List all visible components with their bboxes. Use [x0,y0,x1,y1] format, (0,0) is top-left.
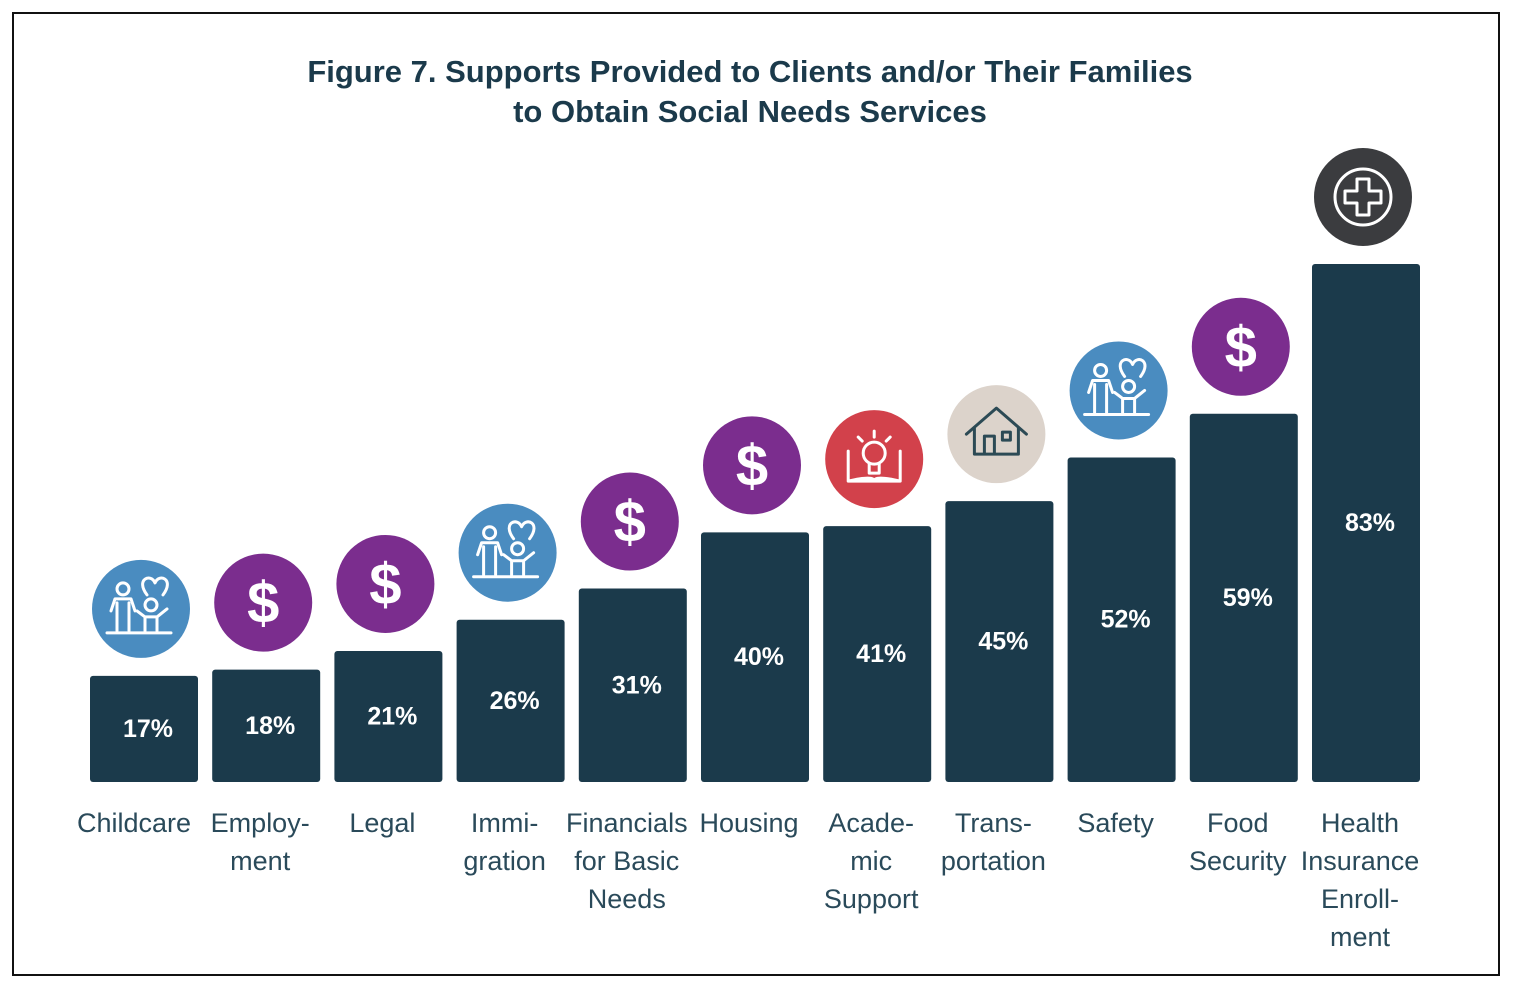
value-label: 83% [1345,509,1395,537]
dollar-icon: $ [580,472,679,571]
category-label-line: gration [463,846,546,876]
category-label: Health Insurance Enroll-ment [1301,808,1420,952]
bar [701,532,809,782]
family-icon [92,559,190,658]
category-label: Employ-ment [211,808,310,876]
category-label-line: Support [824,884,919,914]
bar [578,588,687,782]
dollar-icon: $ [214,553,313,652]
category-label-line: Trans- [955,808,1032,838]
dollar-glyph: $ [369,552,401,617]
chart-title-line-2: to Obtain Social Needs Services [513,94,987,129]
bar [212,669,321,782]
bar-group: 40% $ Housing [699,416,809,838]
category-label-line: Needs [588,884,666,914]
bar [456,619,565,782]
category-label: Financials for Basic Needs [566,808,688,914]
bar [1189,413,1298,782]
bar-group: 83% Health Insurance Enroll-ment [1301,148,1420,952]
category-label-line: portation [941,846,1046,876]
category-label-line: Health [1321,808,1399,838]
bar-group: 31% $ Financials for Basic Needs [566,472,688,914]
category-label-line: Enroll- [1321,884,1399,914]
category-label: Immi-gration [463,808,546,876]
category-label: Food Security [1189,808,1287,876]
dollar-icon-circle [336,534,435,633]
bar [1312,264,1420,782]
bar-group: 52% Safety [1067,341,1176,838]
category-label: Childcare [77,808,191,838]
category-label: Safety [1077,808,1154,838]
category-label-line: mic [850,846,892,876]
category-label: Housing [699,808,798,838]
bar-group: 21% $ Legal [334,534,443,838]
bar [945,501,1054,782]
category-label-line: Food [1207,808,1269,838]
category-label: Trans-portation [941,808,1046,876]
value-label: 40% [734,643,784,671]
value-label: 59% [1223,584,1273,612]
dollar-icon-circle [580,472,679,571]
category-label: Acade-mic Support [824,808,919,914]
house-icon-circle [947,385,1046,484]
family-icon [458,503,557,602]
value-label: 21% [367,702,417,730]
category-label-line: for Basic [574,846,679,876]
dollar-glyph: $ [1225,315,1257,380]
dollar-icon-circle [1191,297,1290,396]
category-label-line: Safety [1077,808,1154,838]
category-label-line: Legal [349,808,415,838]
category-label-line: ment [1330,922,1391,952]
bar-group: 18% $ Employ-ment [211,553,321,876]
bar-group: 59% $ Food Security [1189,297,1298,876]
value-label: 26% [490,687,540,715]
medical-cross-icon-circle [1314,148,1412,246]
category-label-line: Security [1189,846,1287,876]
category-label-line: Financials [566,808,688,838]
value-label: 52% [1101,606,1151,634]
value-label: 41% [856,640,906,668]
family-icon-circle [92,559,190,658]
bar [90,675,198,782]
category-label-line: Employ- [211,808,310,838]
lightbulb-book-icon-circle [825,410,924,509]
dollar-glyph: $ [736,433,768,498]
dollar-glyph: $ [247,571,279,636]
lightbulb-book-icon [825,410,924,509]
category-label-line: Housing [699,808,798,838]
value-label: 18% [245,712,295,740]
chart-title-line-1: Figure 7. Supports Provided to Clients a… [307,54,1193,89]
chart-title: Figure 7. Supports Provided to Clients a… [0,52,1500,132]
category-label-line: Insurance [1301,846,1420,876]
family-icon [1069,341,1168,440]
bar [823,526,932,782]
house-icon [947,385,1046,484]
figure-frame [12,12,1500,976]
family-icon-circle [1069,341,1168,440]
dollar-icon: $ [336,534,435,633]
family-icon-circle [458,503,557,602]
dollar-icon-circle [214,553,313,652]
category-label-line: Childcare [77,808,191,838]
value-label: 31% [612,671,662,699]
medical-cross-icon [1314,148,1412,246]
bar-group: 41% Acade-mic Support [823,410,932,914]
value-label: 45% [978,628,1028,656]
bar [1067,457,1176,782]
category-label: Legal [349,808,415,838]
dollar-icon-circle [703,416,801,515]
category-label-line: Acade- [828,808,914,838]
bar [334,650,443,782]
bar-group: 17% Childcare [77,559,198,838]
category-label-line: ment [230,846,291,876]
bar-group: 45% Trans-portation [941,385,1054,876]
category-label-line: Immi- [471,808,538,838]
dollar-icon: $ [1191,297,1290,396]
value-label: 17% [123,715,173,743]
dollar-icon: $ [703,416,801,515]
dollar-glyph: $ [614,490,646,555]
bar-group: 26% Immi-gration [456,503,565,876]
